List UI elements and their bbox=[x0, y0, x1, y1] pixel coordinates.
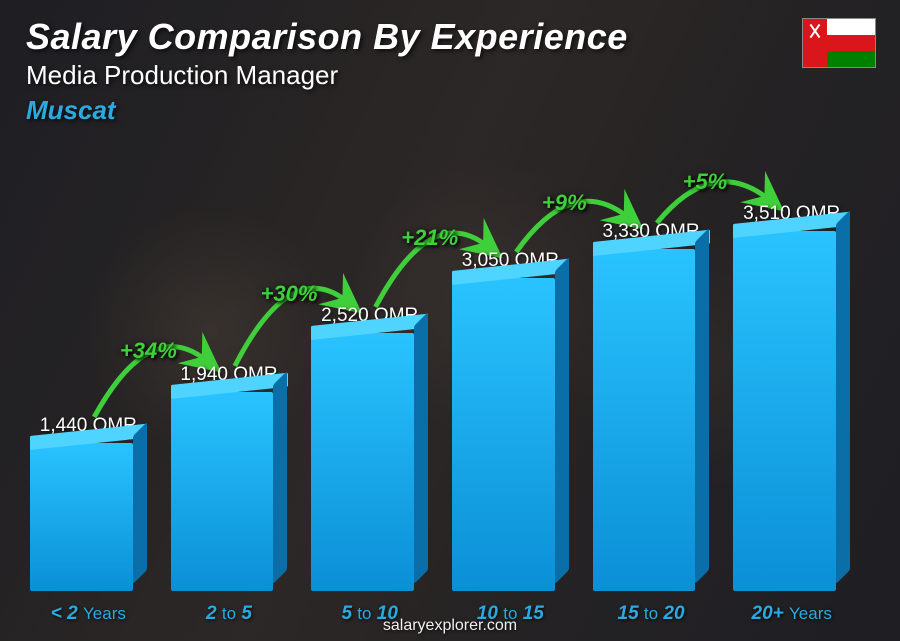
chart-location: Muscat bbox=[26, 95, 628, 126]
bar-slot: 2,520 OMR5 to 10 bbox=[311, 305, 428, 591]
bar bbox=[593, 249, 710, 591]
increase-label: +30% bbox=[261, 281, 318, 307]
bar-slot: 1,940 OMR2 to 5 bbox=[171, 364, 288, 591]
bar bbox=[30, 443, 147, 591]
increase-label: +34% bbox=[120, 338, 177, 364]
increase-label: +21% bbox=[401, 225, 458, 251]
oman-flag-icon bbox=[802, 18, 876, 68]
bar-slot: 3,050 OMR10 to 15 bbox=[452, 250, 569, 591]
salary-bar-chart: 1,440 OMR< 2 Years1,940 OMR2 to 52,520 O… bbox=[30, 171, 850, 591]
chart-title: Salary Comparison By Experience bbox=[26, 16, 628, 58]
bar bbox=[171, 392, 288, 591]
bar bbox=[311, 333, 428, 591]
footer-attribution: salaryexplorer.com bbox=[0, 617, 900, 635]
bar-slot: 3,510 OMR20+ Years bbox=[733, 203, 850, 591]
bar bbox=[452, 278, 569, 591]
chart-subtitle: Media Production Manager bbox=[26, 60, 628, 91]
bar-slot: 3,330 OMR15 to 20 bbox=[593, 221, 710, 591]
bar-slot: 1,440 OMR< 2 Years bbox=[30, 415, 147, 591]
bar bbox=[733, 231, 850, 591]
header: Salary Comparison By Experience Media Pr… bbox=[26, 16, 628, 126]
increase-label: +9% bbox=[542, 190, 587, 216]
increase-label: +5% bbox=[683, 169, 728, 195]
